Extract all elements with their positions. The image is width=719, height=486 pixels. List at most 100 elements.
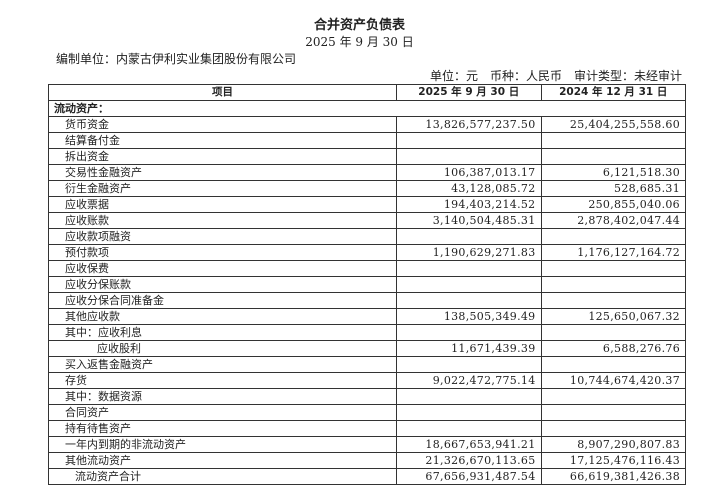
table-row: 其他流动资产 21,326,670,113.65 17,125,476,116.…	[48, 452, 686, 469]
row-item: 流动资产合计	[48, 468, 397, 485]
table-row: 流动资产合计 67,656,931,487.54 66,619,381,426.…	[48, 468, 686, 485]
table-row: 合同资产	[48, 404, 686, 421]
row-value-2025: 106,387,013.17	[396, 164, 542, 181]
row-value-2024	[540, 276, 686, 293]
table-row: 衍生金融资产 43,128,085.72 528,685.31	[48, 180, 686, 197]
row-value-2025	[396, 292, 542, 309]
row-value-2024: 8,907,290,807.83	[540, 436, 686, 453]
row-value-2024: 125,650,067.32	[540, 308, 686, 325]
row-value-2025	[396, 420, 542, 437]
header-2024: 2024 年 12 月 31 日	[540, 84, 686, 101]
row-value-2025: 11,671,439.39	[396, 340, 542, 357]
row-item: 应收分保账款	[48, 276, 397, 293]
table-row: 拆出资金	[48, 148, 686, 165]
row-value-2025: 3,140,504,485.31	[396, 212, 542, 229]
section-label: 流动资产：	[48, 100, 686, 117]
row-value-2024	[540, 228, 686, 245]
row-value-2024: 17,125,476,116.43	[540, 452, 686, 469]
row-item: 应收分保合同准备金	[48, 292, 397, 309]
row-value-2025	[396, 404, 542, 421]
row-value-2025	[396, 324, 542, 341]
table-header: 项目 2025 年 9 月 30 日 2024 年 12 月 31 日	[48, 84, 686, 101]
row-value-2024: 10,744,674,420.37	[540, 372, 686, 389]
row-value-2024	[540, 404, 686, 421]
row-item: 买入返售金融资产	[48, 356, 397, 373]
row-value-2025: 9,022,472,775.14	[396, 372, 542, 389]
table-row: 其中：数据资源	[48, 388, 686, 405]
row-value-2025: 13,826,577,237.50	[396, 116, 542, 133]
row-item: 应收股利	[48, 340, 397, 357]
document-title: 合并资产负债表	[313, 18, 405, 33]
table-row: 交易性金融资产 106,387,013.17 6,121,518.30	[48, 164, 686, 181]
row-value-2024: 2,878,402,047.44	[540, 212, 686, 229]
row-item: 衍生金融资产	[48, 180, 397, 197]
row-item: 应收款项融资	[48, 228, 397, 245]
table-row: 应收款项融资	[48, 228, 686, 245]
row-item: 货币资金	[48, 116, 397, 133]
table-row: 买入返售金融资产	[48, 356, 686, 373]
row-value-2025: 1,190,629,271.83	[396, 244, 542, 261]
row-value-2025: 138,505,349.49	[396, 308, 542, 325]
unit-currency-audit: 单位：元 币种：人民币 审计类型：未经审计	[429, 69, 682, 83]
report-date: 2025 年 9 月 30 日	[305, 35, 414, 49]
row-item: 合同资产	[48, 404, 397, 421]
row-value-2024	[540, 388, 686, 405]
section-row: 流动资产：	[48, 100, 686, 117]
table-row: 结算备付金	[48, 132, 686, 149]
table-row: 应收票据 194,403,214.52 250,855,040.06	[48, 196, 686, 213]
row-value-2025	[396, 260, 542, 277]
row-value-2025: 43,128,085.72	[396, 180, 542, 197]
row-value-2025	[396, 276, 542, 293]
row-value-2024	[540, 356, 686, 373]
row-value-2025: 21,326,670,113.65	[396, 452, 542, 469]
row-item: 应收保费	[48, 260, 397, 277]
row-item: 交易性金融资产	[48, 164, 397, 181]
row-value-2024	[540, 148, 686, 165]
row-item: 预付款项	[48, 244, 397, 261]
table-row: 存货 9,022,472,775.14 10,744,674,420.37	[48, 372, 686, 389]
row-value-2024	[540, 132, 686, 149]
header-item: 项目	[48, 84, 397, 101]
table-row: 其中：应收利息	[48, 324, 686, 341]
table-row: 持有待售资产	[48, 420, 686, 437]
row-item: 其中：应收利息	[48, 324, 397, 341]
table-row: 预付款项 1,190,629,271.83 1,176,127,164.72	[48, 244, 686, 261]
row-item: 结算备付金	[48, 132, 397, 149]
row-item: 应收账款	[48, 212, 397, 229]
row-value-2024: 528,685.31	[540, 180, 686, 197]
row-item: 其他流动资产	[48, 452, 397, 469]
row-value-2025	[396, 148, 542, 165]
row-value-2024	[540, 420, 686, 437]
table-row: 货币资金 13,826,577,237.50 25,404,255,558.60	[48, 116, 686, 133]
table-row: 应收股利 11,671,439.39 6,588,276.76	[48, 340, 686, 357]
row-value-2024: 250,855,040.06	[540, 196, 686, 213]
balance-sheet-table: 项目 2025 年 9 月 30 日 2024 年 12 月 31 日 流动资产…	[48, 84, 686, 485]
row-item: 一年内到期的非流动资产	[48, 436, 397, 453]
table-row: 应收分保账款	[48, 276, 686, 293]
row-value-2024	[540, 260, 686, 277]
table-row: 其他应收款 138,505,349.49 125,650,067.32	[48, 308, 686, 325]
row-item: 其他应收款	[48, 308, 397, 325]
row-item: 其中：数据资源	[48, 388, 397, 405]
row-value-2024: 6,588,276.76	[540, 340, 686, 357]
row-value-2024: 1,176,127,164.72	[540, 244, 686, 261]
row-value-2024	[540, 324, 686, 341]
row-item: 拆出资金	[48, 148, 397, 165]
row-item: 应收票据	[48, 196, 397, 213]
row-value-2025	[396, 132, 542, 149]
header-2025: 2025 年 9 月 30 日	[396, 84, 542, 101]
row-value-2024: 6,121,518.30	[540, 164, 686, 181]
row-value-2024: 66,619,381,426.38	[540, 468, 686, 485]
row-value-2025	[396, 356, 542, 373]
table-row: 一年内到期的非流动资产 18,667,653,941.21 8,907,290,…	[48, 436, 686, 453]
row-item: 存货	[48, 372, 397, 389]
table-row: 应收分保合同准备金	[48, 292, 686, 309]
table-row: 应收账款 3,140,504,485.31 2,878,402,047.44	[48, 212, 686, 229]
row-value-2025: 67,656,931,487.54	[396, 468, 542, 485]
preparing-entity: 编制单位：内蒙古伊利实业集团股份有限公司	[56, 52, 297, 66]
row-value-2024: 25,404,255,558.60	[540, 116, 686, 133]
row-value-2025	[396, 228, 542, 245]
row-value-2025	[396, 388, 542, 405]
row-item: 持有待售资产	[48, 420, 397, 437]
table-row: 应收保费	[48, 260, 686, 277]
